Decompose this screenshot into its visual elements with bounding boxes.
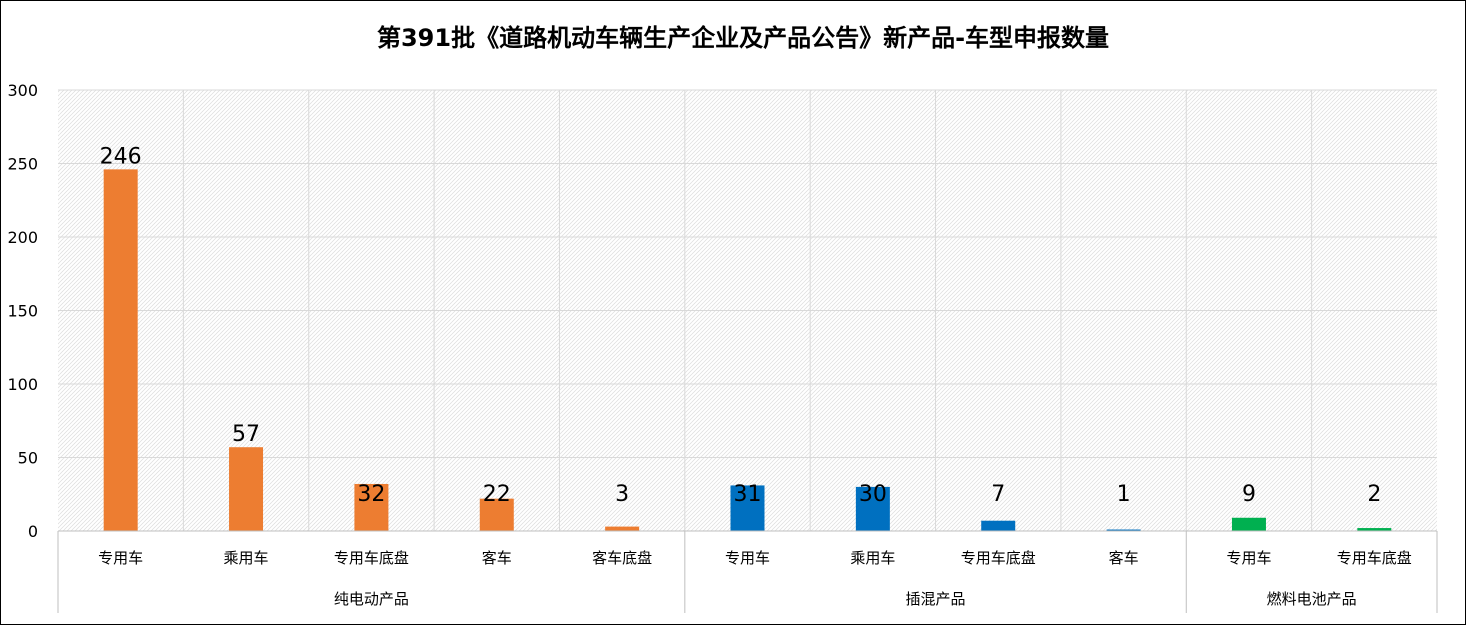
group-label: 纯电动产品 — [334, 590, 409, 608]
bar — [103, 169, 138, 531]
bar — [855, 486, 890, 531]
bars — [103, 169, 1392, 531]
x-tick-label: 专用车底盘 — [961, 549, 1036, 567]
chart-title: 第391批《道路机动车辆生产企业及产品公告》新产品-车型申报数量 — [377, 24, 1109, 52]
bar — [354, 483, 389, 531]
x-tick-label: 专用车 — [1226, 549, 1271, 567]
bar — [730, 485, 765, 531]
x-tick-label: 专用车底盘 — [334, 549, 409, 567]
y-tick-label: 200 — [7, 228, 38, 247]
group-label: 燃料电池产品 — [1267, 590, 1357, 608]
data-label: 31 — [734, 482, 762, 507]
bar — [1106, 529, 1141, 531]
data-label: 246 — [100, 144, 142, 169]
x-tick-label: 专用车 — [725, 549, 770, 567]
data-label: 9 — [1242, 482, 1256, 507]
data-label: 2 — [1367, 482, 1381, 507]
y-axis: 0 50 100 150 200 250 300 — [7, 81, 38, 541]
y-tick-label: 150 — [7, 302, 38, 321]
y-tick-label: 100 — [7, 375, 38, 394]
group-label: 插混产品 — [906, 590, 966, 608]
x-tick-label: 客车 — [1109, 549, 1139, 567]
data-label: 1 — [1117, 482, 1131, 507]
data-label: 22 — [483, 482, 511, 507]
data-label: 32 — [357, 482, 385, 507]
bar — [1231, 517, 1266, 531]
x-tick-label: 客车底盘 — [592, 549, 652, 567]
y-tick-label: 250 — [7, 155, 38, 174]
x-tick-label: 专用车 — [98, 549, 143, 567]
data-label: 57 — [232, 422, 260, 447]
x-tick-label: 乘用车 — [224, 549, 269, 567]
x-tick-label: 客车 — [482, 549, 512, 567]
data-label: 7 — [991, 482, 1005, 507]
bar — [229, 447, 264, 531]
y-tick-label: 50 — [18, 449, 38, 468]
bar — [605, 526, 640, 531]
x-tick-label: 专用车底盘 — [1337, 549, 1412, 567]
bar — [479, 498, 514, 531]
value-labels: 246 57 32 22 3 31 30 7 1 9 2 — [100, 144, 1382, 507]
x-tick-label: 乘用车 — [850, 549, 895, 567]
y-tick-label: 0 — [28, 522, 38, 541]
bar — [1357, 528, 1392, 531]
y-tick-label: 300 — [7, 81, 38, 100]
bar — [981, 520, 1016, 531]
data-label: 30 — [859, 482, 887, 507]
data-label: 3 — [615, 482, 629, 507]
